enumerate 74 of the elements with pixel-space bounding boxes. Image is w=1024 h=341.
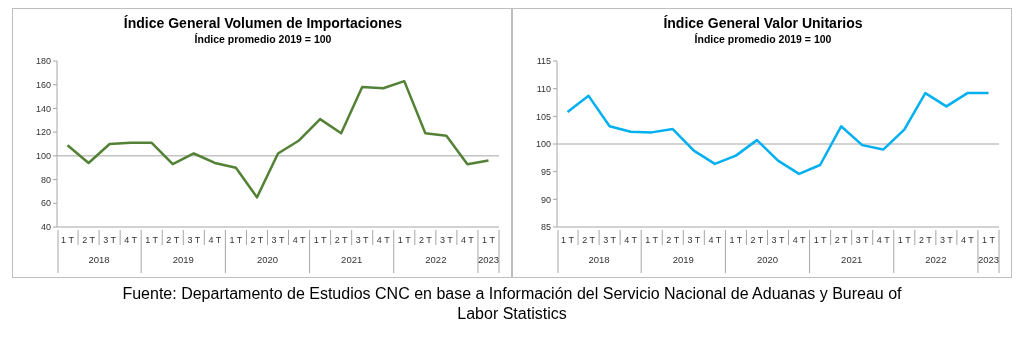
x-tick-label: 3 T bbox=[439, 235, 454, 246]
y-tick-label: 110 bbox=[536, 83, 551, 94]
chart-title: Índice General Valor Unitarios bbox=[662, 15, 864, 31]
x-tick-label: 3 T bbox=[271, 235, 285, 246]
y-tick-label: 95 bbox=[540, 166, 551, 177]
x-tick-label: 2 T bbox=[834, 235, 849, 246]
text: 2019 bbox=[672, 254, 694, 265]
text: 2020 bbox=[756, 254, 779, 265]
y-tick-label: 80 bbox=[40, 174, 51, 185]
x-tick-label: 2 T bbox=[418, 235, 433, 246]
x-tick-label: 2 T bbox=[582, 235, 596, 246]
y-tick-label: 90 bbox=[540, 194, 551, 205]
x-tick-label: 1 T bbox=[813, 235, 828, 246]
x-tick-label: 3 T bbox=[355, 235, 370, 246]
x-tick-label: 1 T bbox=[982, 235, 996, 246]
text: 2021 bbox=[341, 254, 363, 265]
text: 2023 bbox=[477, 254, 500, 265]
y-tick-label: 100 bbox=[35, 151, 51, 162]
x-tick-label: 2 T bbox=[82, 235, 96, 246]
x-tick-label: 1 T bbox=[561, 235, 575, 246]
x-tick-label: 3 T bbox=[855, 235, 870, 246]
x-tick-label: 1 T bbox=[482, 235, 496, 246]
x-tick-label: 3 T bbox=[939, 235, 954, 246]
x-tick-label: 4 T bbox=[876, 235, 891, 246]
y-tick-label: 160 bbox=[35, 79, 51, 90]
x-tick-label: 4 T bbox=[624, 235, 638, 246]
text: 2022 bbox=[425, 254, 447, 265]
text: 2023 bbox=[977, 254, 1000, 265]
x-tick-label: 1 T bbox=[897, 235, 912, 246]
x-tick-label: 3 T bbox=[187, 235, 201, 246]
x-tick-label: 4 T bbox=[461, 235, 475, 246]
y-tick-label: 120 bbox=[35, 127, 51, 138]
x-tick-label: 1 T bbox=[645, 235, 659, 246]
x-tick-label: 3 T bbox=[687, 235, 701, 246]
x-tick-label: 2 T bbox=[918, 235, 933, 246]
y-tick-label: 180 bbox=[35, 56, 51, 67]
x-tick-label: 4 T bbox=[708, 235, 722, 246]
x-tick-label: 3 T bbox=[103, 235, 117, 246]
x-tick-label: 1 T bbox=[397, 235, 412, 246]
x-tick-label: 2 T bbox=[750, 235, 764, 246]
y-tick-label: 85 bbox=[540, 222, 551, 233]
x-tick-label: 1 T bbox=[313, 235, 328, 246]
x-tick-label: 1 T bbox=[145, 235, 159, 246]
y-tick-label: 115 bbox=[536, 56, 551, 67]
y-tick-label: 105 bbox=[535, 111, 551, 122]
text: 2019 bbox=[172, 254, 194, 265]
y-tick-label: 100 bbox=[535, 139, 551, 150]
x-tick-label: 2 T bbox=[250, 235, 264, 246]
x-tick-label: 4 T bbox=[124, 235, 138, 246]
x-tick-label: 1 T bbox=[61, 235, 75, 246]
x-tick-label: 1 T bbox=[729, 235, 743, 246]
source-note: Fuente: Departamento de Estudios CNC en base a Información del Servicio Nacional de Aduanas y Bureau of Labor Statistics bbox=[122, 284, 902, 324]
x-tick-label: 4 T bbox=[208, 235, 222, 246]
chart-subtitle: Índice promedio 2019 = 100 bbox=[193, 33, 333, 45]
text: 2021 bbox=[841, 254, 863, 265]
chart-title: Índice General Volumen de Importaciones bbox=[122, 15, 404, 31]
x-tick-label: 4 T bbox=[292, 235, 306, 246]
y-tick-label: 40 bbox=[40, 222, 51, 233]
text: 2018 bbox=[88, 254, 110, 265]
x-tick-label: 2 T bbox=[334, 235, 349, 246]
text: 2020 bbox=[256, 254, 279, 265]
text: 2022 bbox=[925, 254, 947, 265]
x-tick-label: 2 T bbox=[166, 235, 180, 246]
text: 2018 bbox=[588, 254, 610, 265]
y-tick-label: 140 bbox=[35, 103, 51, 114]
x-tick-label: 4 T bbox=[961, 235, 975, 246]
x-tick-label: 3 T bbox=[771, 235, 785, 246]
x-tick-label: 4 T bbox=[792, 235, 806, 246]
x-tick-label: 4 T bbox=[376, 235, 391, 246]
x-tick-label: 3 T bbox=[603, 235, 617, 246]
x-tick-label: 1 T bbox=[229, 235, 243, 246]
x-tick-label: 2 T bbox=[666, 235, 680, 246]
y-tick-label: 60 bbox=[40, 198, 51, 209]
chart-subtitle: Índice promedio 2019 = 100 bbox=[693, 33, 833, 45]
